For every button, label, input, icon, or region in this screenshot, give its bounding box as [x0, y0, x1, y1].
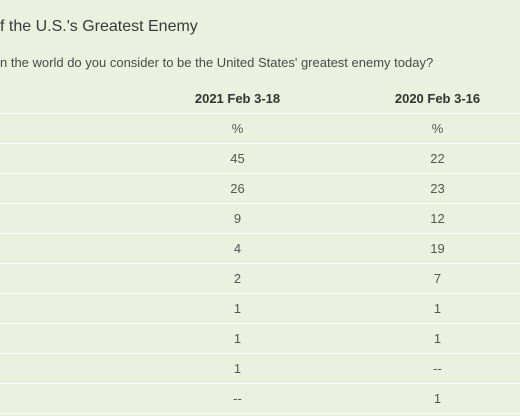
cell-2021: 26: [230, 181, 245, 196]
table-row: 2 7: [0, 264, 520, 294]
table-row: 26 23: [0, 174, 520, 204]
cell-2020: %: [431, 121, 444, 136]
cell-2020: 12: [430, 211, 445, 226]
cell-2021: 2: [233, 271, 242, 286]
results-table: 2021 Feb 3-18 2020 Feb 3-16 % % 45 22 26…: [0, 84, 520, 414]
table-row: 1 1: [0, 324, 520, 354]
cell-2021: 45: [230, 151, 245, 166]
survey-question: n the world do you consider to be the Un…: [0, 55, 434, 70]
column-header-2021: 2021 Feb 3-18: [194, 91, 281, 106]
cell-2020: --: [433, 361, 442, 376]
column-header-2020: 2020 Feb 3-16: [394, 91, 481, 106]
table-row: -- 1: [0, 384, 520, 414]
cell-2020: 1: [433, 331, 442, 346]
cell-2020: 1: [433, 391, 442, 406]
cell-2021: %: [231, 121, 244, 136]
cell-2020: 22: [430, 151, 445, 166]
table-row: 9 12: [0, 204, 520, 234]
cell-2020: 7: [433, 271, 442, 286]
cell-2020: 23: [430, 181, 445, 196]
table-row: % %: [0, 114, 520, 144]
table-header-row: 2021 Feb 3-18 2020 Feb 3-16: [0, 84, 520, 114]
table-row: 4 19: [0, 234, 520, 264]
cell-2021: 1: [233, 361, 242, 376]
cell-2021: --: [233, 391, 242, 406]
cell-2021: 1: [233, 301, 242, 316]
cell-2021: 4: [233, 241, 242, 256]
cell-2020: 1: [433, 301, 442, 316]
table-row: 1 --: [0, 354, 520, 384]
cell-2020: 19: [430, 241, 445, 256]
table-title: f the U.S.'s Greatest Enemy: [0, 18, 198, 35]
table-row: 45 22: [0, 144, 520, 174]
table-row: 1 1: [0, 294, 520, 324]
cell-2021: 9: [233, 211, 242, 226]
cell-2021: 1: [233, 331, 242, 346]
